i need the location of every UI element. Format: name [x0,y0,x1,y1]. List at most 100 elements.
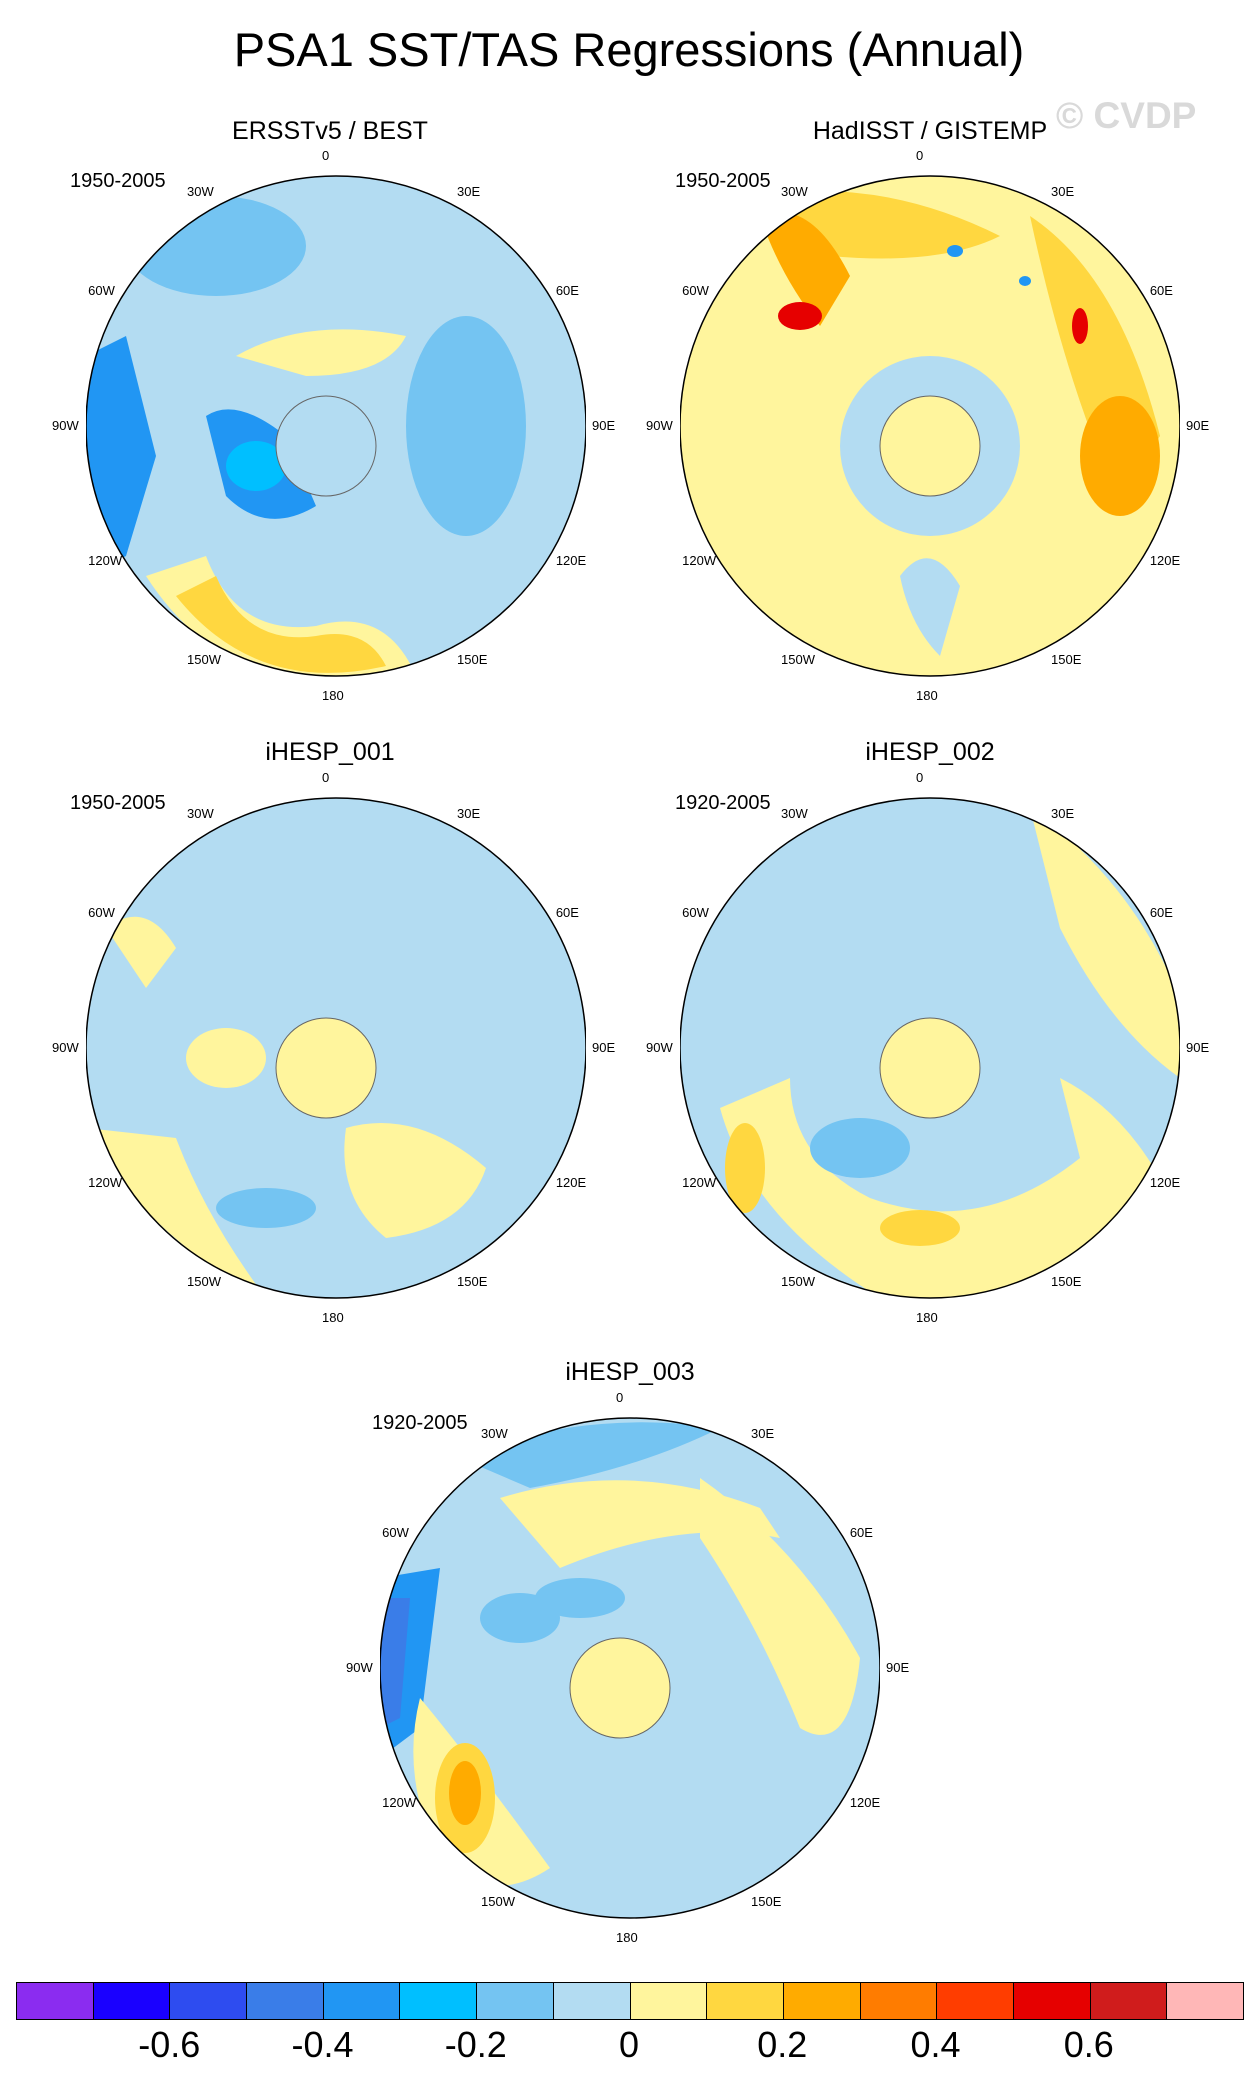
longitude-label: 90E [1186,1040,1210,1055]
polar-map-ihesp001 [86,797,586,1299]
colorbar-swatch [247,1983,324,2019]
longitude-label: 180 [616,1930,638,1945]
longitude-label: 120W [682,1175,717,1190]
longitude-label: 120W [88,553,123,568]
colorbar-swatch [170,1983,248,2019]
longitude-label: 120E [1149,553,1181,568]
longitude-label: 30E [457,806,481,822]
cvdp-watermark: © CVDP [1056,95,1197,136]
longitude-label: 30W [781,184,808,200]
panel-period-5: 1920-2005 [372,1412,468,1434]
panel-period-1: 1950-2005 [70,170,166,192]
colorbar-swatch [477,1983,554,2019]
colorbar-swatch [630,1983,708,2019]
longitude-label: 150W [781,651,815,667]
longitude-label: 90W [646,1040,673,1055]
colorbar-swatch [1013,1983,1091,2019]
longitude-label: 180 [916,688,938,703]
longitude-label: 90E [592,418,616,433]
longitude-label: 120E [555,553,587,568]
panel-title-4: iHESP_002 [865,738,995,766]
longitude-label: 120W [382,1795,417,1810]
colorbar-tick-label: 0.2 [757,2024,808,2065]
colorbar-swatch [860,1983,938,2019]
longitude-label: 0 [916,770,924,785]
colorbar-tick-label: -0.6 [138,2024,201,2065]
longitude-label: 30W [481,1426,508,1442]
longitude-label: 150W [187,1273,221,1289]
longitude-label: 0 [916,148,924,163]
colorbar-swatch [937,1983,1014,2019]
longitude-label: 30W [187,184,214,200]
panel-period-3: 1950-2005 [70,792,166,814]
colorbar-swatch [400,1983,478,2019]
longitude-label: 30E [751,1426,775,1442]
longitude-label: 90W [52,418,79,433]
longitude-label: 60E [1149,905,1173,920]
longitude-label: 150E [457,1273,488,1289]
panel-period-4: 1920-2005 [675,792,771,814]
longitude-label: 90E [1186,418,1210,433]
colorbar-swatch [17,1983,94,2019]
longitude-label: 180 [322,688,344,703]
polar-map-hadisst [680,175,1180,677]
colorbar-swatch [93,1983,171,2019]
panel-title-1: ERSSTv5 / BEST [232,117,428,145]
colorbar-swatch [323,1983,401,2019]
longitude-label: 30E [1051,184,1075,200]
longitude-label: 60E [1149,283,1173,298]
longitude-label: 60W [382,1525,409,1540]
longitude-label: 150W [781,1273,815,1289]
colorbar-swatch [1090,1983,1168,2019]
longitude-label: 30W [187,806,214,822]
colorbar-swatch [783,1983,861,2019]
longitude-label: 60E [849,1525,873,1540]
longitude-label: 30E [457,184,481,200]
longitude-label: 30W [781,806,808,822]
panel-period-2: 1950-2005 [675,170,771,192]
longitude-label: 150E [457,651,488,667]
longitude-label: 0 [616,1390,624,1405]
longitude-label: 150E [1051,1273,1082,1289]
colorbar-swatch [1167,1983,1243,2019]
longitude-label: 90W [346,1660,373,1675]
colorbar-tick-label: 0.4 [910,2024,961,2065]
longitude-label: 90W [52,1040,79,1055]
longitude-label: 150E [751,1893,782,1909]
longitude-label: 0 [322,770,330,785]
longitude-label: 120E [849,1795,881,1810]
longitude-label: 120W [682,553,717,568]
panel-title-2: HadISST / GISTEMP [812,117,1048,145]
longitude-label: 0 [322,148,330,163]
polar-map-ihesp002 [680,797,1180,1299]
colorbar-tick-label: 0.6 [1063,2024,1114,2065]
longitude-label: 180 [916,1310,938,1325]
longitude-label: 60W [88,283,115,298]
colorbar-swatch [553,1983,631,2019]
colorbar-tick-label: -0.2 [444,2024,507,2065]
colorbar [16,1982,1244,2020]
colorbar-tick-label: 0 [618,2024,640,2065]
longitude-label: 60W [682,283,709,298]
polar-map-ersst [86,175,586,677]
longitude-label: 90W [646,418,673,433]
longitude-label: 150E [1051,651,1082,667]
longitude-label: 60W [682,905,709,920]
longitude-label: 60W [88,905,115,920]
polar-map-ihesp003 [380,1417,880,1919]
longitude-label: 120E [555,1175,587,1190]
panel-title-3: iHESP_001 [265,738,395,766]
longitude-label: 180 [322,1310,344,1325]
longitude-label: 60E [555,283,579,298]
longitude-label: 150W [481,1893,515,1909]
longitude-label: 30E [1051,806,1075,822]
longitude-label: 90E [592,1040,616,1055]
longitude-label: 90E [886,1660,910,1675]
longitude-label: 150W [187,651,221,667]
figure-title: PSA1 SST/TAS Regressions (Annual) [233,23,1025,76]
colorbar-tick-label: -0.4 [291,2024,354,2065]
longitude-label: 60E [555,905,579,920]
colorbar-swatch [707,1983,784,2019]
panel-title-5: iHESP_003 [565,1358,695,1386]
longitude-label: 120E [1149,1175,1181,1190]
